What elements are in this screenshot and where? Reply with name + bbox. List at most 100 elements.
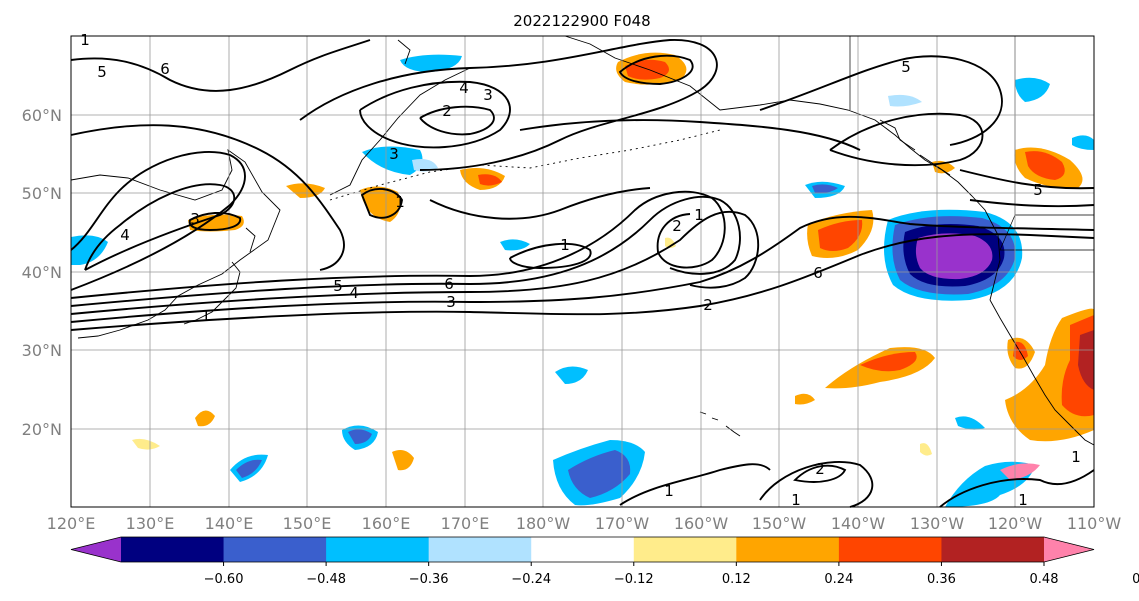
contour-label: 6 bbox=[444, 275, 454, 293]
contour-label: 1 bbox=[1018, 491, 1028, 509]
positive-anomaly-gulf-core bbox=[818, 220, 863, 251]
lon-label-160e: 160°E bbox=[362, 514, 411, 533]
contour-label: 5 bbox=[333, 277, 343, 295]
contour-mid-center bbox=[429, 187, 651, 220]
colorbar-tick-label: −0.36 bbox=[409, 572, 449, 587]
west-coast-coastline bbox=[989, 299, 1095, 446]
negative-anomaly-gulf-alaska-core bbox=[812, 184, 838, 194]
contour-alaska-interior bbox=[759, 55, 1003, 146]
contour-west-inner bbox=[84, 183, 236, 271]
positive-anomaly-edge-pink bbox=[1000, 463, 1040, 480]
contour-label: 2 bbox=[703, 296, 713, 314]
negative-anomaly-core bbox=[915, 233, 993, 280]
negative-anomaly-west-edge bbox=[71, 235, 108, 265]
lat-label-30n: 30°N bbox=[22, 341, 62, 360]
gridlines bbox=[71, 36, 1094, 507]
contour-canada-b bbox=[969, 199, 1095, 208]
lon-label-110w: 110°W bbox=[1067, 514, 1122, 533]
contour-north-loop-a bbox=[359, 80, 511, 149]
lat-label-60n: 60°N bbox=[22, 106, 62, 125]
alaska-coastline bbox=[564, 35, 1001, 301]
positive-anomaly-mexico-peak bbox=[1078, 330, 1094, 390]
negative-anomaly-pacific-c bbox=[555, 366, 588, 384]
colorbar-segment bbox=[633, 537, 737, 562]
contour-north-loop-b bbox=[419, 105, 495, 136]
colorbar-outline bbox=[70, 536, 1095, 563]
positive-anomaly-pacific-b bbox=[195, 410, 215, 427]
contour-kamchatka bbox=[618, 54, 694, 85]
colorbar-segment bbox=[223, 537, 327, 562]
colorbar-tick-label: −0.12 bbox=[614, 572, 654, 587]
colorbar-segments bbox=[70, 536, 1095, 563]
lon-label-180w: 180°W bbox=[516, 514, 571, 533]
negative-anomaly-alaska-interior bbox=[1015, 77, 1050, 102]
contour-label: 6 bbox=[160, 60, 170, 78]
latitude-labels: 60°N 50°N 40°N 30°N 20°N bbox=[22, 106, 62, 439]
colorbar-tick-label: −0.60 bbox=[204, 572, 244, 587]
negative-anomaly-pacific-a-core bbox=[348, 429, 372, 444]
contour-japan-loop bbox=[188, 212, 241, 231]
lat-label-50n: 50°N bbox=[22, 184, 62, 203]
jet-contour-5 bbox=[70, 190, 726, 299]
contour-label: 6 bbox=[813, 264, 823, 282]
contour-northwest bbox=[70, 39, 371, 92]
positive-anomaly-canada-core bbox=[1025, 151, 1065, 180]
contour-label: 1 bbox=[80, 31, 90, 49]
contour-north-center bbox=[519, 119, 861, 151]
contour-canada-a bbox=[959, 169, 1095, 190]
contour-lines bbox=[70, 39, 1095, 508]
colorbar-tick-label: 0.48 bbox=[1030, 572, 1059, 587]
map-panel: 5 6 4 3 2 3 4 1 6 5 4 3 2 2 1 1 1 5 6 2 … bbox=[70, 31, 1095, 509]
contour-labels: 5 6 4 3 2 3 4 1 6 5 4 3 2 2 1 1 1 5 6 2 … bbox=[80, 31, 1081, 509]
contour-label: 5 bbox=[901, 58, 911, 76]
lon-label-170w: 170°W bbox=[595, 514, 650, 533]
jet-contour-1 bbox=[70, 233, 1095, 331]
negative-anomaly-okhotsk-light bbox=[412, 159, 438, 172]
colorbar-tick-label: 0.12 bbox=[722, 572, 751, 587]
contour-north-wave-a bbox=[299, 39, 718, 171]
contour-label: 1 bbox=[201, 307, 211, 325]
negative-anomaly-alaska-north bbox=[888, 94, 922, 107]
contour-label: 1 bbox=[1071, 448, 1081, 466]
lon-label-130e: 130°E bbox=[126, 514, 175, 533]
lon-label-120w: 120°W bbox=[988, 514, 1043, 533]
colorbar-segment bbox=[531, 537, 635, 562]
lon-label-130w: 130°W bbox=[910, 514, 965, 533]
positive-anomaly-kamchatka-core bbox=[625, 59, 669, 80]
contour-label: 4 bbox=[349, 284, 359, 302]
colorbar-tick-label: 0.24 bbox=[824, 572, 853, 587]
colorbar-segment bbox=[838, 537, 942, 562]
colorbar-tick-label: 0.60 bbox=[1132, 572, 1139, 587]
colorbar-ticks: −0.60 −0.48 −0.36 −0.24 −0.12 0.12 0.24 0.36 0.4… bbox=[204, 562, 1139, 587]
negative-anomaly-tropics-core bbox=[568, 450, 631, 498]
lat-label-20n: 20°N bbox=[22, 420, 62, 439]
shaded-field bbox=[71, 52, 1094, 507]
jet-contour-3 bbox=[70, 210, 760, 315]
colorbar-extend-low bbox=[71, 537, 121, 562]
contour-label: 3 bbox=[389, 145, 399, 163]
contour-label: 3 bbox=[446, 293, 456, 311]
contour-label: 5 bbox=[97, 63, 107, 81]
contour-label: 1 bbox=[664, 482, 674, 500]
negative-anomaly-pacific-d bbox=[955, 416, 985, 430]
contour-label: 1 bbox=[791, 491, 801, 509]
negative-anomaly-north-pacific bbox=[500, 239, 530, 251]
map-title: 2022122900 F048 bbox=[513, 12, 650, 30]
colorbar-tick-label: 0.36 bbox=[927, 572, 956, 587]
contour-west-loop bbox=[70, 151, 246, 291]
contour-label: 2 bbox=[672, 217, 682, 235]
map-frame bbox=[70, 35, 1095, 508]
negative-anomaly-pacific-b-core bbox=[236, 459, 262, 478]
positive-anomaly-kuril bbox=[360, 186, 401, 222]
positive-anomaly-pacific-c bbox=[132, 438, 160, 450]
contour-label: 1 bbox=[395, 193, 405, 211]
colorbar-segment bbox=[941, 537, 1045, 562]
contour-south-a bbox=[619, 463, 771, 506]
positive-anomaly-subtropics-core bbox=[860, 352, 917, 372]
contour-label: 4 bbox=[459, 79, 469, 97]
contour-small-loop bbox=[509, 242, 592, 269]
jet-contour-4 bbox=[70, 196, 741, 307]
lon-label-140w: 140°W bbox=[831, 514, 886, 533]
contour-label: 4 bbox=[120, 226, 130, 244]
